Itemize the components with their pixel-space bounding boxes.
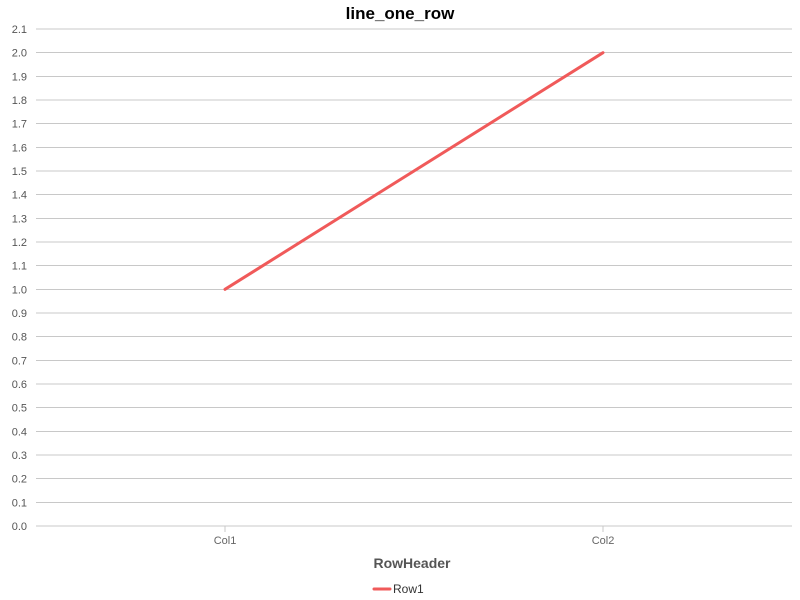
y-tick-label: 0.4 xyxy=(12,426,27,438)
x-tick-label: Col1 xyxy=(214,535,237,547)
y-tick-label: 0.7 xyxy=(12,355,27,367)
y-tick-label: 2.1 xyxy=(12,24,27,36)
y-tick-label: 0.8 xyxy=(12,332,27,344)
y-tick-label: 0.9 xyxy=(12,308,27,320)
y-tick-label: 1.5 xyxy=(12,166,27,178)
grid-lines xyxy=(36,28,792,527)
x-tick-label: Col2 xyxy=(592,535,615,547)
y-axis-tick-labels: 0.0 0.1 0.2 0.3 0.4 0.5 0.6 0.7 0.8 0.9 1.0 1.1 1.2 1… xyxy=(12,24,27,533)
y-tick-label: 0.3 xyxy=(12,450,27,462)
y-tick-label: 2.0 xyxy=(12,48,27,60)
series-line-row1 xyxy=(223,51,605,291)
y-tick-label: 1.8 xyxy=(12,95,27,107)
y-tick-label: 0.6 xyxy=(12,379,27,391)
y-tick-label: 1.9 xyxy=(12,71,27,83)
series-lines xyxy=(223,51,605,291)
y-tick-label: 1.0 xyxy=(12,284,27,296)
y-tick-label: 1.6 xyxy=(12,142,27,154)
y-tick-label: 1.1 xyxy=(12,261,27,273)
y-tick-label: 1.4 xyxy=(12,190,27,202)
y-tick-label: 1.2 xyxy=(12,237,27,249)
legend: Row1 xyxy=(372,582,424,596)
y-tick-label: 1.7 xyxy=(12,119,27,131)
y-tick-label: 0.0 xyxy=(12,521,27,533)
x-axis: Col1 Col2 xyxy=(214,526,615,547)
y-tick-label: 0.5 xyxy=(12,403,27,415)
y-tick-label: 1.3 xyxy=(12,213,27,225)
legend-label: Row1 xyxy=(393,582,424,596)
y-tick-label: 0.2 xyxy=(12,474,27,486)
x-axis-title: RowHeader xyxy=(373,555,451,571)
chart-title: line_one_row xyxy=(346,4,455,23)
y-tick-label: 0.1 xyxy=(12,497,27,509)
